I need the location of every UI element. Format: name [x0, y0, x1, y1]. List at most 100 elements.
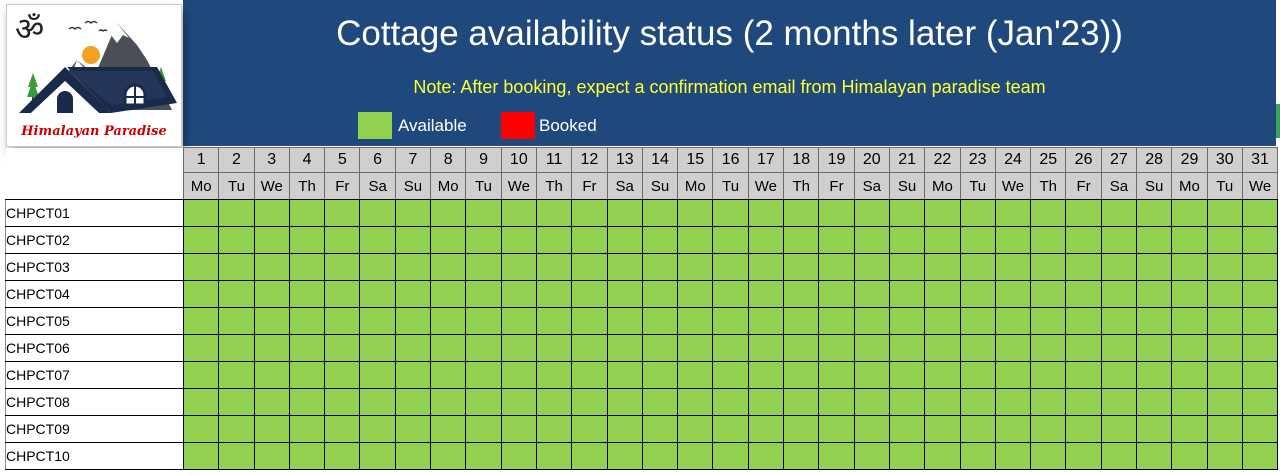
available-cell[interactable]: [500, 280, 537, 308]
available-cell[interactable]: [1206, 280, 1243, 308]
available-cell[interactable]: [818, 334, 855, 362]
available-cell[interactable]: [324, 280, 361, 308]
available-cell[interactable]: [1171, 280, 1208, 308]
available-cell[interactable]: [888, 388, 926, 416]
available-cell[interactable]: [465, 199, 502, 227]
available-cell[interactable]: [959, 226, 996, 254]
available-cell[interactable]: [253, 199, 290, 227]
available-cell[interactable]: [606, 415, 643, 443]
available-cell[interactable]: [959, 199, 996, 227]
available-cell[interactable]: [1171, 199, 1208, 227]
available-cell[interactable]: [747, 361, 785, 389]
available-cell[interactable]: [394, 226, 432, 254]
available-cell[interactable]: [1206, 415, 1243, 443]
available-cell[interactable]: [677, 442, 714, 470]
available-cell[interactable]: [606, 334, 643, 362]
available-cell[interactable]: [1206, 199, 1243, 227]
available-cell[interactable]: [783, 307, 820, 335]
available-cell[interactable]: [606, 442, 643, 470]
available-cell[interactable]: [924, 280, 961, 308]
available-cell[interactable]: [571, 199, 608, 227]
available-cell[interactable]: [500, 388, 537, 416]
available-cell[interactable]: [783, 442, 820, 470]
available-cell[interactable]: [288, 307, 326, 335]
available-cell[interactable]: [1100, 442, 1138, 470]
available-cell[interactable]: [959, 388, 996, 416]
available-cell[interactable]: [1136, 442, 1173, 470]
available-cell[interactable]: [500, 307, 537, 335]
available-cell[interactable]: [994, 280, 1032, 308]
available-cell[interactable]: [500, 334, 537, 362]
available-cell[interactable]: [1100, 388, 1138, 416]
available-cell[interactable]: [994, 415, 1032, 443]
available-cell[interactable]: [218, 415, 255, 443]
available-cell[interactable]: [535, 388, 573, 416]
available-cell[interactable]: [606, 388, 643, 416]
available-cell[interactable]: [218, 280, 255, 308]
available-cell[interactable]: [288, 280, 326, 308]
available-cell[interactable]: [1171, 415, 1208, 443]
available-cell[interactable]: [783, 199, 820, 227]
available-cell[interactable]: [218, 361, 255, 389]
available-cell[interactable]: [1065, 334, 1102, 362]
available-cell[interactable]: [182, 280, 220, 308]
available-cell[interactable]: [1206, 388, 1243, 416]
available-cell[interactable]: [1065, 442, 1102, 470]
available-cell[interactable]: [253, 307, 290, 335]
available-cell[interactable]: [500, 253, 537, 281]
available-cell[interactable]: [288, 442, 326, 470]
available-cell[interactable]: [182, 361, 220, 389]
available-cell[interactable]: [818, 253, 855, 281]
available-cell[interactable]: [783, 388, 820, 416]
available-cell[interactable]: [818, 199, 855, 227]
available-cell[interactable]: [1030, 388, 1067, 416]
available-cell[interactable]: [1030, 307, 1067, 335]
available-cell[interactable]: [253, 334, 290, 362]
available-cell[interactable]: [571, 388, 608, 416]
available-cell[interactable]: [1171, 388, 1208, 416]
available-cell[interactable]: [359, 334, 396, 362]
available-cell[interactable]: [1100, 415, 1138, 443]
available-cell[interactable]: [1206, 253, 1243, 281]
available-cell[interactable]: [1206, 226, 1243, 254]
available-cell[interactable]: [677, 334, 714, 362]
available-cell[interactable]: [1241, 253, 1279, 281]
available-cell[interactable]: [1030, 280, 1067, 308]
available-cell[interactable]: [359, 388, 396, 416]
available-cell[interactable]: [1241, 199, 1279, 227]
available-cell[interactable]: [1136, 388, 1173, 416]
available-cell[interactable]: [1241, 307, 1279, 335]
available-cell[interactable]: [1241, 415, 1279, 443]
available-cell[interactable]: [359, 226, 396, 254]
available-cell[interactable]: [394, 334, 432, 362]
available-cell[interactable]: [430, 307, 467, 335]
available-cell[interactable]: [430, 361, 467, 389]
available-cell[interactable]: [1030, 442, 1067, 470]
available-cell[interactable]: [1030, 199, 1067, 227]
available-cell[interactable]: [924, 388, 961, 416]
available-cell[interactable]: [888, 226, 926, 254]
available-cell[interactable]: [783, 253, 820, 281]
available-cell[interactable]: [571, 253, 608, 281]
available-cell[interactable]: [783, 361, 820, 389]
available-cell[interactable]: [641, 334, 679, 362]
available-cell[interactable]: [535, 199, 573, 227]
available-cell[interactable]: [818, 442, 855, 470]
available-cell[interactable]: [1100, 361, 1138, 389]
available-cell[interactable]: [959, 334, 996, 362]
available-cell[interactable]: [1136, 334, 1173, 362]
available-cell[interactable]: [1065, 253, 1102, 281]
available-cell[interactable]: [1065, 226, 1102, 254]
available-cell[interactable]: [783, 280, 820, 308]
available-cell[interactable]: [288, 199, 326, 227]
available-cell[interactable]: [430, 442, 467, 470]
available-cell[interactable]: [924, 226, 961, 254]
available-cell[interactable]: [253, 388, 290, 416]
available-cell[interactable]: [1100, 280, 1138, 308]
available-cell[interactable]: [1241, 334, 1279, 362]
available-cell[interactable]: [959, 307, 996, 335]
available-cell[interactable]: [359, 199, 396, 227]
available-cell[interactable]: [1136, 280, 1173, 308]
available-cell[interactable]: [324, 334, 361, 362]
available-cell[interactable]: [747, 307, 785, 335]
